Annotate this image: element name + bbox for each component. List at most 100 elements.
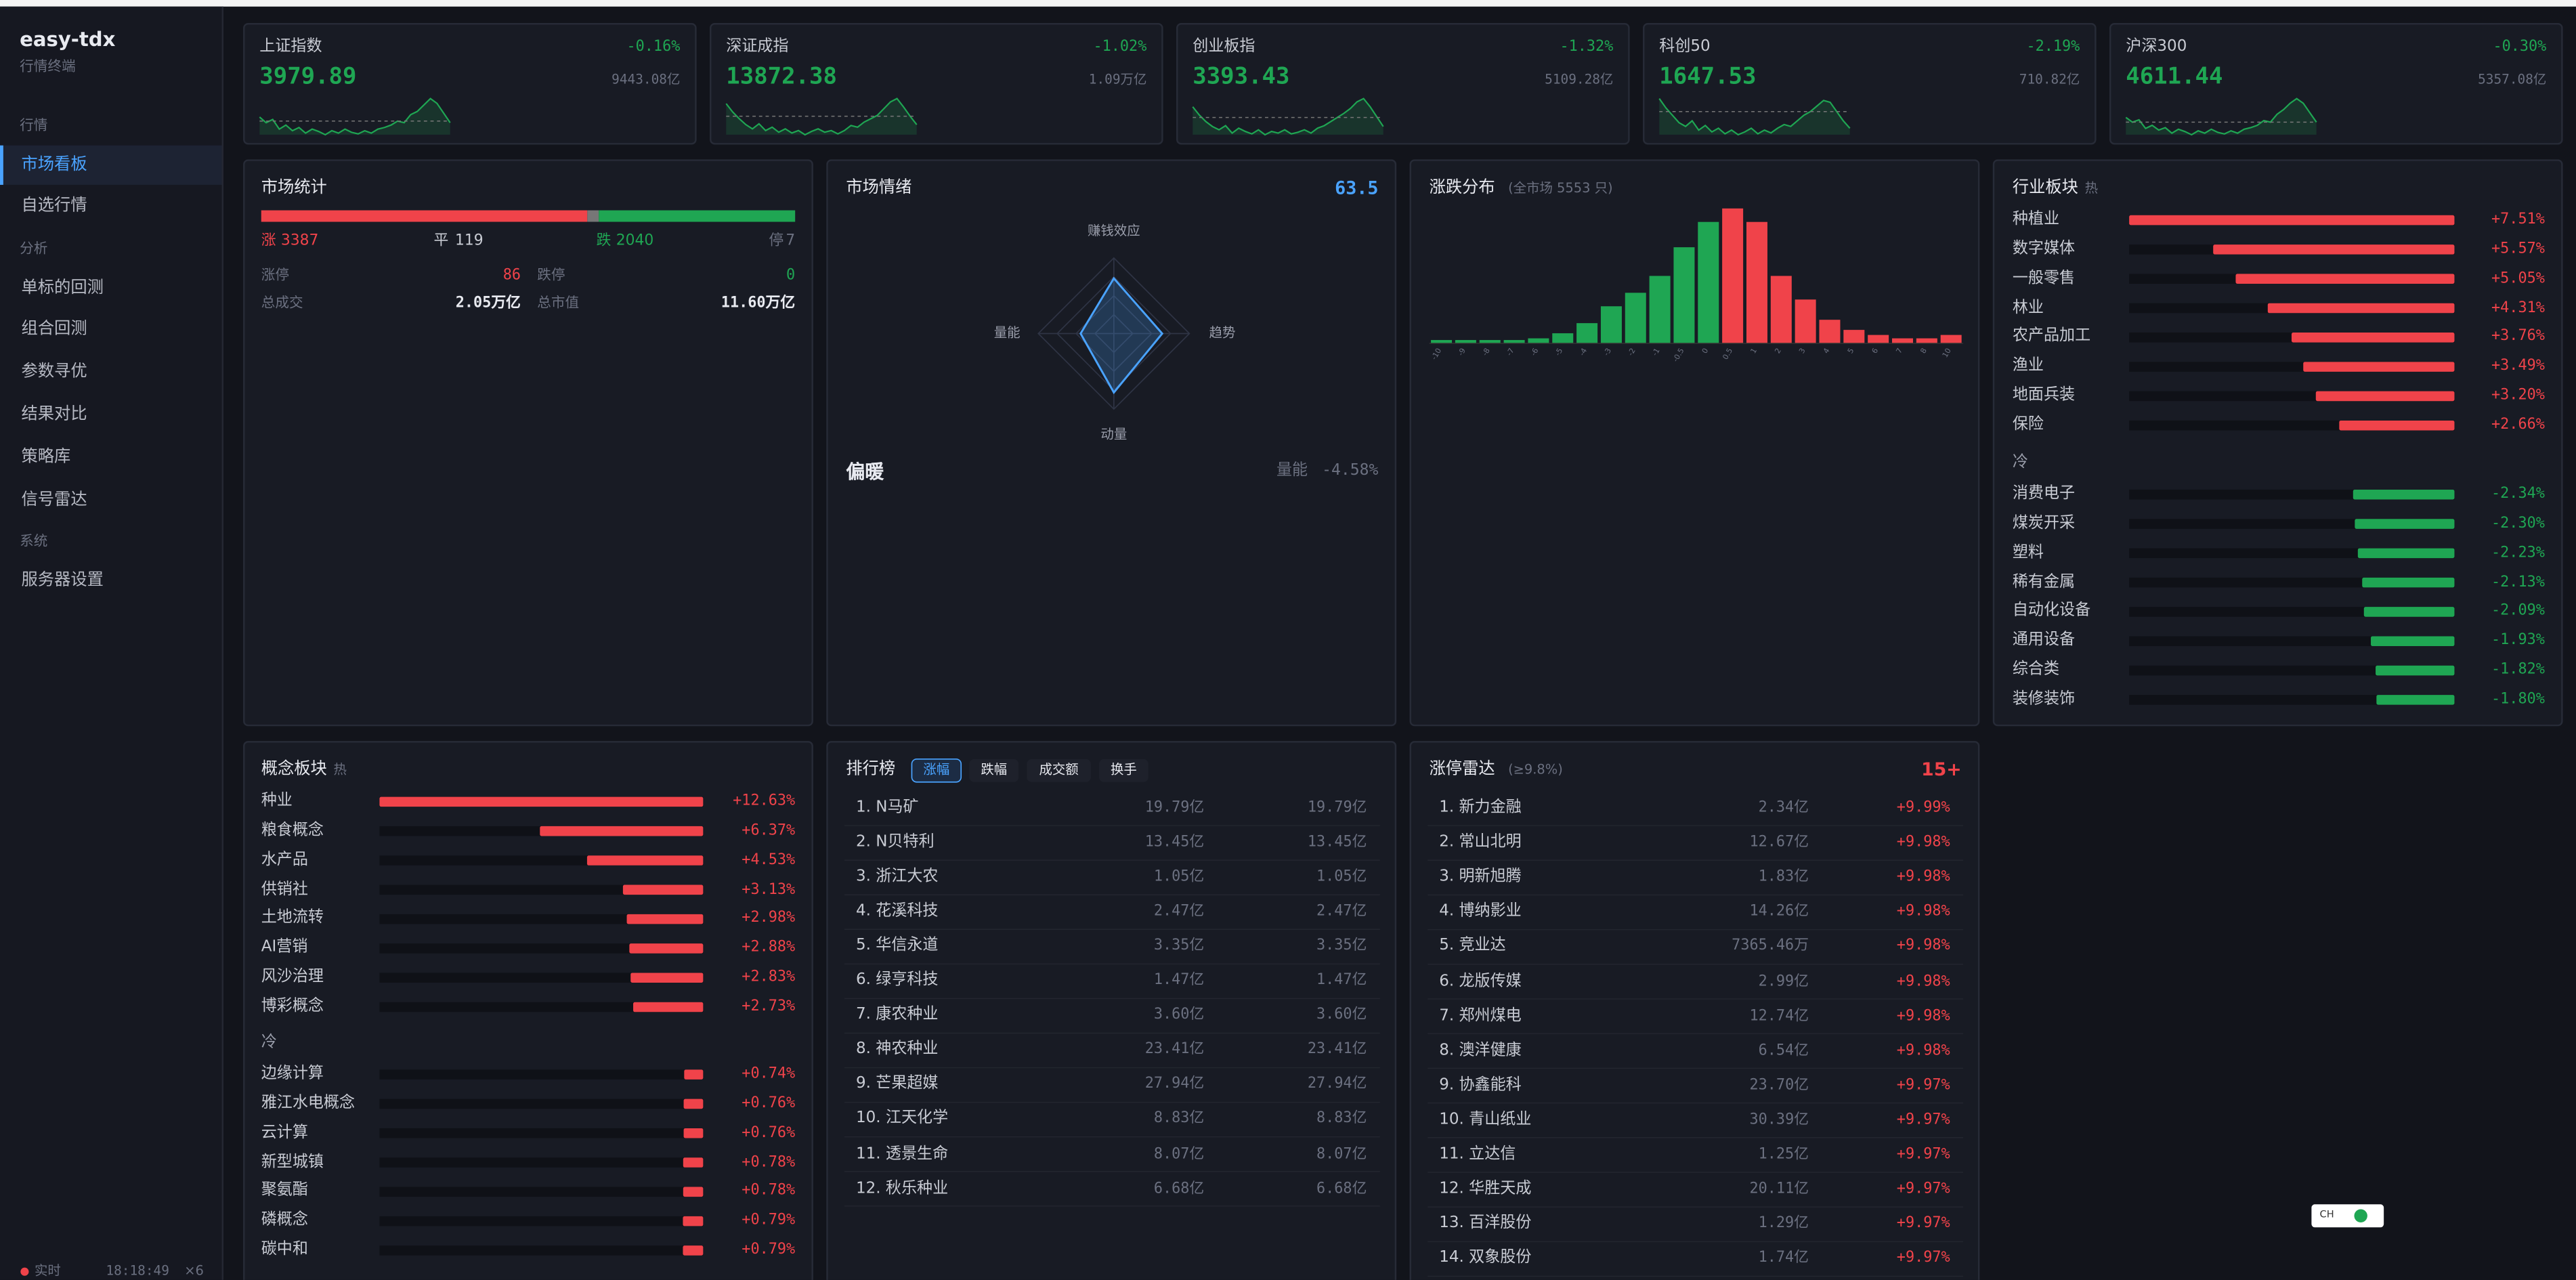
ranking-panel xyxy=(826,741,1397,1280)
dist-bar xyxy=(1819,320,1841,344)
limit-change: +9.97% xyxy=(1896,1147,1950,1164)
radar-label: 量能 xyxy=(993,325,1021,341)
dist-label: -5 xyxy=(1553,347,1565,358)
sector-bar xyxy=(2376,665,2455,676)
nav-item[interactable]: 市场看板 xyxy=(21,155,87,173)
limit-name: 1. 新力金融 xyxy=(1439,798,1522,817)
sparkline xyxy=(2125,98,2317,136)
limit-name: 2. 常山北明 xyxy=(1439,833,1522,851)
nav-item[interactable]: 信号雷达 xyxy=(21,490,87,509)
nav-item[interactable]: 组合回测 xyxy=(21,321,87,339)
sector-name: 种植业 xyxy=(2012,210,2060,229)
nav-item[interactable]: 单标的回测 xyxy=(21,278,104,297)
panel-title: 排行榜 xyxy=(846,761,896,779)
dist-label: -1 xyxy=(1650,347,1662,358)
dist-label: 7 xyxy=(1894,347,1904,356)
nav-item[interactable]: 服务器设置 xyxy=(21,571,104,590)
nav-item[interactable]: 策略库 xyxy=(21,448,71,467)
sector-change: -2.30% xyxy=(2491,515,2545,532)
tab[interactable]: 成交额 xyxy=(1039,762,1079,777)
index-change: -1.32% xyxy=(1560,39,1614,56)
index-card xyxy=(1643,22,2097,145)
rank-amount: 1.47亿 xyxy=(1316,973,1367,990)
panel-subtitle: (全市场 5553 只) xyxy=(1508,180,1613,196)
turnover: 2.05万亿 xyxy=(455,295,521,312)
sector-bar xyxy=(684,1069,704,1080)
limit-down-label: 跌停 xyxy=(537,268,565,284)
index-name: 创业板指 xyxy=(1193,37,1255,56)
rank-amount: 23.41亿 xyxy=(1307,1042,1367,1059)
limit-name: 11. 立达信 xyxy=(1439,1145,1516,1164)
sector-change: +4.31% xyxy=(2491,299,2545,317)
nav-item[interactable]: 结果对比 xyxy=(21,406,87,424)
dist-bar xyxy=(1455,340,1476,344)
sector-name: AI营销 xyxy=(261,938,308,957)
speed: ×6 xyxy=(184,1263,204,1279)
rank-amount: 3.60亿 xyxy=(1316,1007,1367,1025)
dist-bar xyxy=(1673,247,1695,344)
brand-subtitle: 行情终端 xyxy=(20,59,76,76)
tab[interactable]: 换手 xyxy=(1110,762,1137,777)
bar-track xyxy=(2129,695,2455,705)
sector-name: 数字媒体 xyxy=(2012,239,2076,258)
sector-change: +0.78% xyxy=(742,1183,796,1200)
sparkline-area xyxy=(1659,98,1850,135)
sector-bar xyxy=(683,1187,704,1197)
limit-change: +9.97% xyxy=(1896,1112,1950,1129)
limit-change: +9.97% xyxy=(1896,1181,1950,1198)
limit-name: 7. 郑州煤电 xyxy=(1439,1006,1522,1025)
rank-amount: 19.79亿 xyxy=(1307,800,1367,817)
tab-bg xyxy=(911,758,962,783)
nav-item[interactable]: 参数寻优 xyxy=(21,363,87,382)
dist-bar xyxy=(1576,323,1598,344)
tab[interactable]: 跌幅 xyxy=(981,762,1008,777)
tab[interactable]: 涨幅 xyxy=(923,762,950,777)
limit-amount: 20.11亿 xyxy=(1749,1181,1809,1198)
sector-name: 渔业 xyxy=(2012,357,2044,375)
limit-amount: 1.83亿 xyxy=(1758,869,1809,887)
index-value: 1647.53 xyxy=(1659,64,1757,91)
halt-count: 7 xyxy=(786,233,796,250)
limit-amount: 30.39亿 xyxy=(1749,1112,1809,1129)
sector-change: +3.13% xyxy=(742,881,796,898)
dist-bar xyxy=(1698,221,1719,344)
sector-change: +0.79% xyxy=(742,1213,796,1230)
rank-amount: 8.07亿 xyxy=(1316,1146,1367,1163)
index-value: 3393.43 xyxy=(1193,64,1290,91)
bar-track xyxy=(379,914,704,924)
sector-bar xyxy=(683,1128,704,1138)
limit-amount: 14.26亿 xyxy=(1749,904,1809,921)
sector-change: +2.66% xyxy=(2491,417,2545,434)
limit-up-label: 涨停 xyxy=(261,268,290,284)
up-count: 3387 xyxy=(280,233,319,250)
sector-name: 新型城镇 xyxy=(261,1152,324,1171)
limit-amount: 12.74亿 xyxy=(1749,1008,1809,1025)
limit-name: 14. 双象股份 xyxy=(1439,1249,1532,1268)
sector-change: +5.57% xyxy=(2491,241,2545,258)
sparkline-area xyxy=(726,98,917,135)
flat-label: 平 xyxy=(433,233,449,250)
down-label: 跌 xyxy=(596,233,611,250)
volume-label: 量能 xyxy=(1276,461,1308,480)
breadth-bar xyxy=(261,210,588,222)
nav-item[interactable]: 自选行情 xyxy=(21,197,87,216)
sector-bar xyxy=(2303,362,2455,372)
sector-change: +2.83% xyxy=(742,969,796,986)
sector-change: +2.88% xyxy=(742,940,796,957)
sector-change: +6.37% xyxy=(742,823,796,840)
nav-active-bar xyxy=(0,145,3,185)
rank-name: 12. 秋乐种业 xyxy=(855,1178,949,1197)
sector-bar xyxy=(683,1157,704,1168)
dist-label: -10 xyxy=(1430,347,1443,362)
limit-amount: 1.74亿 xyxy=(1758,1250,1809,1268)
nav-active-bg xyxy=(0,145,222,185)
dist-label: -9 xyxy=(1456,347,1467,358)
sector-bar xyxy=(2357,548,2455,559)
dist-label: 3 xyxy=(1797,347,1807,356)
rank-amount: 8.07亿 xyxy=(1153,1146,1205,1163)
limit-name: 8. 澳洋健康 xyxy=(1439,1041,1522,1060)
bar-track xyxy=(379,1128,704,1138)
tab-bg xyxy=(1099,759,1149,782)
index-value: 3979.89 xyxy=(259,64,357,91)
dist-bar xyxy=(1431,340,1453,344)
